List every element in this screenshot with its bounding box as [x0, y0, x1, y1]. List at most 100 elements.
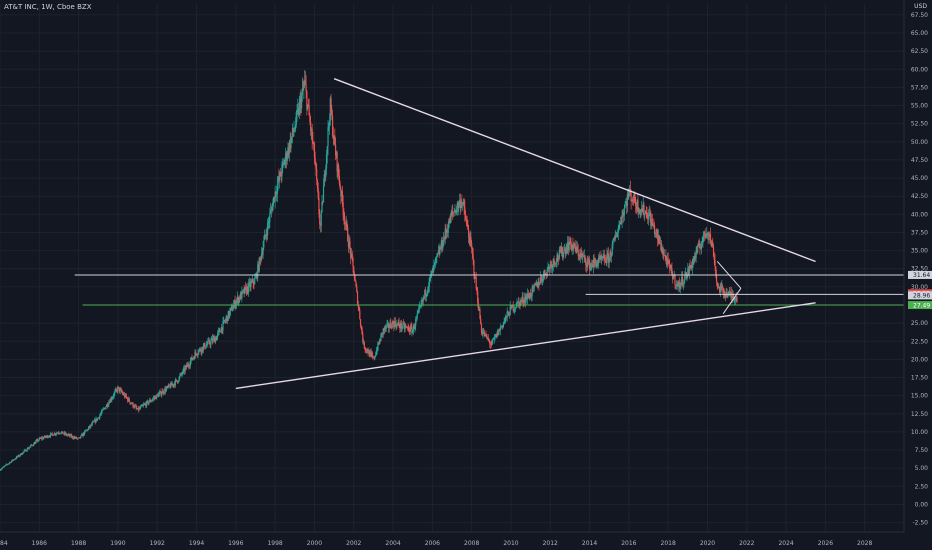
- candle-body: [430, 270, 433, 275]
- candle-body: [700, 248, 702, 250]
- time-axis-background[interactable]: [0, 532, 904, 550]
- candle-body: [119, 389, 121, 392]
- candle-body: [117, 386, 119, 392]
- candle-body: [226, 316, 228, 319]
- candle-body: [481, 332, 483, 335]
- candle-body: [527, 293, 529, 297]
- candle-body: [263, 240, 265, 248]
- candle-body: [440, 248, 442, 249]
- candle-body: [65, 433, 67, 435]
- candle-body: [344, 217, 346, 224]
- candle-body: [557, 255, 559, 259]
- candle-body: [84, 430, 87, 432]
- candle-body: [258, 257, 260, 272]
- candle-body: [115, 389, 118, 390]
- candle-body: [279, 172, 282, 177]
- candle-body: [77, 437, 79, 439]
- candle-body: [491, 340, 493, 345]
- candle-body: [106, 404, 108, 407]
- candle-body: [310, 121, 312, 131]
- candle-body: [536, 281, 538, 286]
- candle-body: [451, 211, 453, 216]
- price-axis[interactable]: 67.50 65.00 62.50 60.00 57.50 55.00 52.50 50.00…: [911, 12, 928, 527]
- candle-body: [99, 415, 101, 419]
- candle-body: [195, 353, 198, 355]
- candle-body: [418, 308, 420, 312]
- horizontal-levels[interactable]: [74, 274, 904, 306]
- candle-body: [332, 135, 334, 139]
- candle-body: [18, 455, 20, 457]
- candle-body: [176, 379, 178, 382]
- candle-body: [68, 434, 71, 437]
- candle-body: [3, 466, 5, 468]
- candle-body: [462, 202, 464, 204]
- candle-body: [647, 218, 649, 220]
- candle-body: [94, 419, 96, 423]
- candle-body: [499, 327, 501, 331]
- candle-body: [71, 435, 73, 437]
- trendline-upper[interactable]: [333, 78, 816, 263]
- y-tick-label: 35.00: [911, 248, 928, 255]
- candle-body: [465, 220, 467, 222]
- candle-body: [123, 394, 125, 395]
- candle-body: [24, 449, 26, 451]
- candle-body: [294, 125, 297, 130]
- candle-body: [59, 433, 61, 434]
- candle-body: [146, 400, 148, 402]
- candle-body: [261, 253, 263, 255]
- candle-body: [25, 449, 27, 452]
- candle-body: [372, 354, 374, 358]
- candle-body: [597, 263, 599, 264]
- symbol-title[interactable]: AT&T INC, 1W, Cboe BZX: [4, 3, 92, 11]
- candle-body: [508, 315, 511, 316]
- candle-body: [517, 301, 519, 303]
- candle-body: [570, 244, 573, 250]
- candle-body: [36, 439, 38, 441]
- candle-body: [322, 201, 324, 203]
- candle-body: [581, 253, 583, 257]
- candle-body: [585, 265, 588, 267]
- candle-body: [395, 325, 397, 328]
- candle-body: [56, 432, 59, 434]
- trendlines[interactable]: [235, 78, 816, 390]
- candle-body: [592, 259, 594, 268]
- trendline-pennant-lower[interactable]: [722, 288, 742, 314]
- candle-body: [387, 323, 389, 324]
- candle-body: [521, 296, 523, 300]
- candle-body: [429, 276, 431, 278]
- candle-body: [272, 202, 274, 211]
- y-tick-label: -2.50: [912, 520, 928, 527]
- candle-body: [0, 469, 2, 471]
- candle-body: [677, 283, 679, 287]
- candle-body: [678, 281, 680, 287]
- price-axis-background[interactable]: [904, 0, 932, 532]
- time-axis[interactable]: 84 1986 1988 1990 1992 1994 1996 1998 2000 2002 20…: [0, 540, 873, 547]
- candle-body: [339, 183, 341, 189]
- candle-body: [460, 202, 462, 209]
- candle-body: [338, 175, 340, 184]
- candle-body: [396, 323, 399, 325]
- candle-body: [6, 464, 8, 466]
- candle-body: [457, 203, 459, 209]
- candle-body: [558, 249, 560, 259]
- candle-body: [412, 330, 414, 334]
- candle-body: [689, 265, 691, 268]
- candle-body: [42, 437, 44, 439]
- candle-body: [221, 327, 223, 331]
- trendline-pennant-upper[interactable]: [716, 261, 742, 289]
- candle-body: [440, 240, 443, 249]
- candle-body: [229, 311, 231, 317]
- candle-body: [728, 291, 730, 296]
- trendline-lower[interactable]: [235, 302, 816, 390]
- candle-body: [405, 326, 407, 328]
- candle-body: [213, 337, 215, 339]
- candle-body: [143, 404, 145, 406]
- candle-body: [50, 433, 52, 437]
- candle-body: [46, 435, 48, 437]
- candle-body: [482, 332, 484, 335]
- candle-body: [530, 292, 532, 297]
- candle-body: [616, 232, 619, 237]
- candle-body: [409, 326, 412, 332]
- candle-body: [607, 253, 609, 255]
